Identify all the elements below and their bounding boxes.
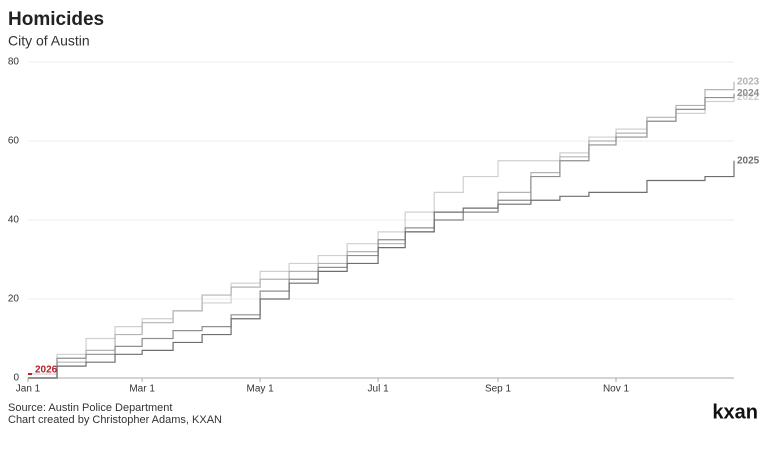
series-label: 2024 (737, 88, 760, 99)
x-tick-label: Nov 1 (603, 384, 630, 395)
x-tick-label: May 1 (246, 384, 274, 395)
y-tick-label: 0 (13, 373, 19, 384)
y-tick-label: 80 (8, 57, 20, 68)
x-tick-label: Jul 1 (368, 384, 390, 395)
series-line (28, 160, 735, 379)
series-label: 2022 (737, 92, 760, 103)
series-line (28, 81, 735, 379)
chart-subtitle: City of Austin (8, 33, 90, 49)
chart-title: Homicides (8, 9, 104, 30)
series-label: 2025 (737, 155, 760, 166)
series-label: 2023 (737, 76, 760, 87)
y-tick-label: 40 (8, 215, 20, 226)
credit: Chart created by Christopher Adams, KXAN (8, 414, 222, 426)
logo: kxan (712, 401, 758, 423)
source: Source: Austin Police Department (8, 402, 172, 414)
x-tick-label: Mar 1 (129, 384, 155, 395)
y-tick-label: 20 (8, 294, 20, 305)
x-tick-label: Sep 1 (485, 384, 512, 395)
series-line (28, 93, 735, 379)
series-label: 2026 (35, 365, 58, 376)
y-tick-label: 60 (8, 136, 20, 147)
x-tick-label: Jan 1 (16, 384, 41, 395)
series-line (28, 97, 735, 375)
